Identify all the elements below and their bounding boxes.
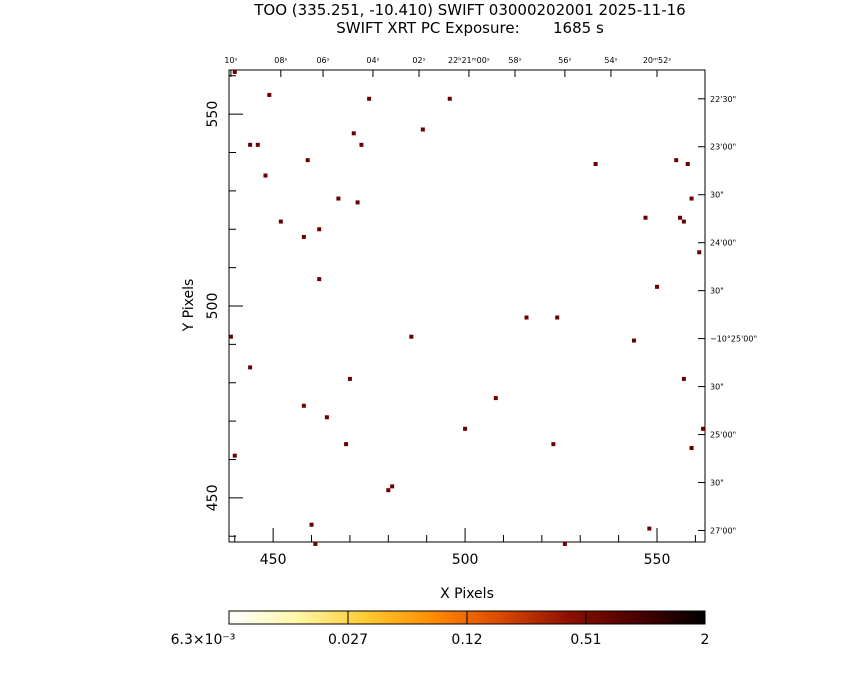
data-point bbox=[351, 131, 356, 136]
y-tick-label: 550 bbox=[205, 101, 221, 128]
data-point bbox=[359, 142, 364, 147]
data-point bbox=[697, 250, 702, 255]
data-point bbox=[309, 522, 314, 527]
data-point bbox=[313, 541, 318, 546]
data-point bbox=[655, 284, 660, 289]
ra-tick-label: 02ˢ bbox=[412, 56, 425, 65]
data-point bbox=[562, 541, 567, 546]
data-point bbox=[524, 315, 529, 320]
data-point bbox=[678, 215, 683, 220]
dec-tick-label: 30" bbox=[710, 479, 724, 488]
data-point bbox=[248, 365, 253, 370]
data-point bbox=[685, 162, 690, 167]
y-tick-label: 450 bbox=[205, 485, 221, 512]
colorbar-tick-label: 0.12 bbox=[451, 632, 482, 648]
x-tick-label: 500 bbox=[452, 552, 479, 568]
ra-tick-label: 22ʰ21ᵐ00ˢ bbox=[448, 56, 490, 65]
data-point bbox=[409, 334, 414, 339]
data-point bbox=[324, 415, 329, 420]
dec-axis: 22'30" 23'00" 30" 24'00" 30" −10°25'00" 30" 25'… bbox=[698, 95, 757, 535]
colorbar-tick-label: 6.3×10⁻³ bbox=[171, 632, 236, 648]
dec-tick-label: 25'00" bbox=[710, 431, 736, 440]
chart-subtitle: SWIFT XRT PC Exposure: 1685 s bbox=[336, 19, 604, 37]
data-point bbox=[386, 488, 391, 493]
data-point bbox=[267, 92, 272, 97]
data-point bbox=[701, 426, 706, 431]
data-point bbox=[493, 396, 498, 401]
data-point bbox=[689, 196, 694, 201]
data-point bbox=[347, 376, 352, 381]
data-point bbox=[643, 215, 648, 220]
data-point bbox=[463, 426, 468, 431]
data-point bbox=[631, 338, 636, 343]
dec-tick-label: 27'00" bbox=[710, 526, 736, 535]
plot-frame bbox=[228, 69, 706, 543]
data-point bbox=[263, 173, 268, 178]
data-point bbox=[420, 127, 425, 132]
data-point bbox=[278, 219, 283, 224]
data-point bbox=[689, 445, 694, 450]
data-point bbox=[367, 96, 372, 101]
data-point bbox=[255, 142, 260, 147]
colorbar-tick-label: 0.51 bbox=[570, 632, 601, 648]
dec-tick-label: 23'00" bbox=[710, 143, 736, 152]
dec-tick-label: 22'30" bbox=[710, 95, 736, 104]
data-point bbox=[301, 234, 306, 239]
data-point bbox=[647, 526, 652, 531]
data-points bbox=[228, 69, 706, 546]
x-axis-label: X Pixels bbox=[440, 586, 494, 602]
data-point bbox=[593, 162, 598, 167]
data-point bbox=[447, 96, 452, 101]
dec-tick-label: 30" bbox=[710, 191, 724, 200]
data-point bbox=[355, 200, 360, 205]
data-point bbox=[305, 158, 310, 163]
data-point bbox=[555, 315, 560, 320]
x-tick-label: 450 bbox=[260, 552, 287, 568]
ra-tick-label: 56ˢ bbox=[558, 56, 571, 65]
colorbar-tick-label: 0.027 bbox=[328, 632, 368, 648]
ra-axis: 10ˢ 08ˢ 06ˢ 04ˢ 02ˢ 22ʰ21ᵐ00ˢ 58ˢ 56ˢ 54ˢ 20ᵐ52ˢ bbox=[224, 56, 671, 77]
chart-title: TOO (335.251, -10.410) SWIFT 03000202001… bbox=[254, 1, 686, 19]
data-point bbox=[301, 403, 306, 408]
ra-tick-label: 10ˢ bbox=[224, 56, 237, 65]
dec-tick-label: 30" bbox=[710, 383, 724, 392]
data-point bbox=[232, 69, 237, 74]
data-point bbox=[681, 219, 686, 224]
data-point bbox=[674, 158, 679, 163]
ra-tick-label: 58ˢ bbox=[508, 56, 521, 65]
y-axis-label: Y Pixels bbox=[181, 279, 197, 333]
y-tick-label: 500 bbox=[205, 293, 221, 320]
data-point bbox=[344, 442, 349, 447]
ra-tick-label: 20ᵐ52ˢ bbox=[643, 56, 671, 65]
ra-tick-label: 04ˢ bbox=[366, 56, 379, 65]
data-point bbox=[228, 334, 233, 339]
data-point bbox=[317, 227, 322, 232]
data-point bbox=[232, 453, 237, 458]
data-point bbox=[681, 376, 686, 381]
ra-tick-label: 08ˢ bbox=[274, 56, 287, 65]
ra-tick-label: 06ˢ bbox=[316, 56, 329, 65]
dec-tick-label: 24'00" bbox=[710, 239, 736, 248]
colorbar-tick-label: 2 bbox=[701, 632, 710, 648]
ra-tick-label: 54ˢ bbox=[604, 56, 617, 65]
x-tick-label: 550 bbox=[644, 552, 671, 568]
dec-tick-label: −10°25'00" bbox=[710, 335, 757, 344]
y-axis: 450 500 550 bbox=[205, 75, 243, 537]
colorbar-ticks: 6.3×10⁻³ 0.027 0.12 0.51 2 bbox=[171, 611, 710, 648]
data-point bbox=[317, 277, 322, 282]
dec-tick-label: 30" bbox=[710, 287, 724, 296]
plot-frame-rect bbox=[228, 69, 706, 543]
x-axis: 450 500 550 bbox=[234, 528, 696, 568]
data-point bbox=[551, 442, 556, 447]
data-point bbox=[336, 196, 341, 201]
data-point bbox=[390, 484, 395, 489]
data-point bbox=[248, 142, 253, 147]
